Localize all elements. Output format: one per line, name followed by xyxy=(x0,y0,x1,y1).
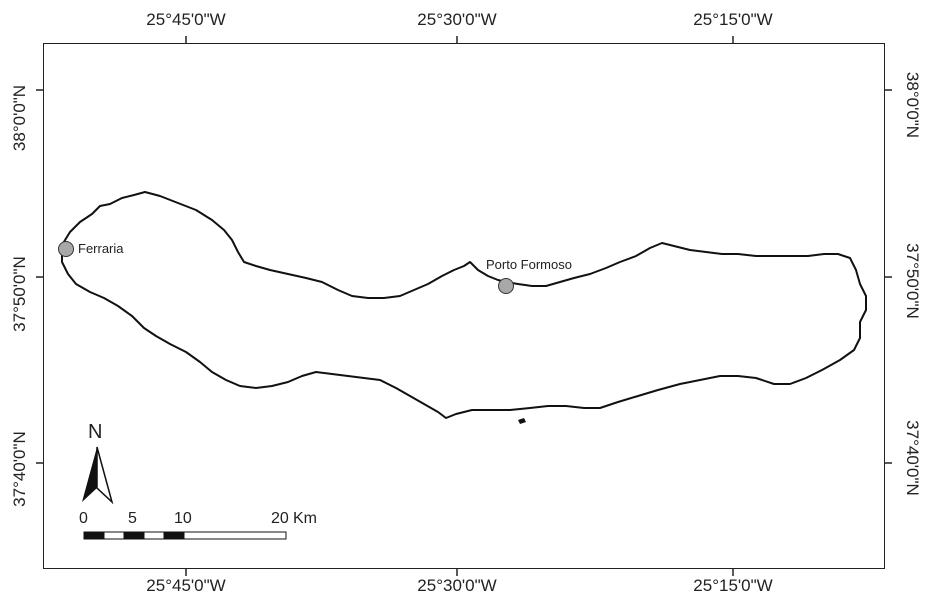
bottom-tick-label: 25°45'0"W xyxy=(146,576,226,595)
north-arrow-icon xyxy=(82,446,114,505)
islet xyxy=(518,418,526,424)
map-frame xyxy=(43,43,885,569)
scale-tick-label: 5 xyxy=(128,510,137,527)
place-label-porto-formoso: Porto Formoso xyxy=(486,257,572,272)
north-label: N xyxy=(88,421,103,443)
top-tick-label: 25°15'0"W xyxy=(693,10,773,29)
scale-tick-label: 20 xyxy=(271,510,289,527)
top-tick-label: 25°45'0"W xyxy=(146,10,226,29)
scale-bar xyxy=(83,531,287,540)
scale-unit-label: Km xyxy=(293,510,317,527)
frame-ticks xyxy=(36,36,892,576)
top-tick-label: 25°30'0"W xyxy=(417,10,497,29)
island-outline xyxy=(61,191,867,419)
place-marker-porto-formoso xyxy=(498,278,514,294)
bottom-tick-label: 25°15'0"W xyxy=(693,576,773,595)
scale-tick-label: 0 xyxy=(79,510,88,527)
place-marker-ferraria xyxy=(58,241,74,257)
place-label-ferraria: Ferraria xyxy=(78,241,124,256)
bottom-tick-label: 25°30'0"W xyxy=(417,576,497,595)
scale-tick-label: 10 xyxy=(174,510,192,527)
